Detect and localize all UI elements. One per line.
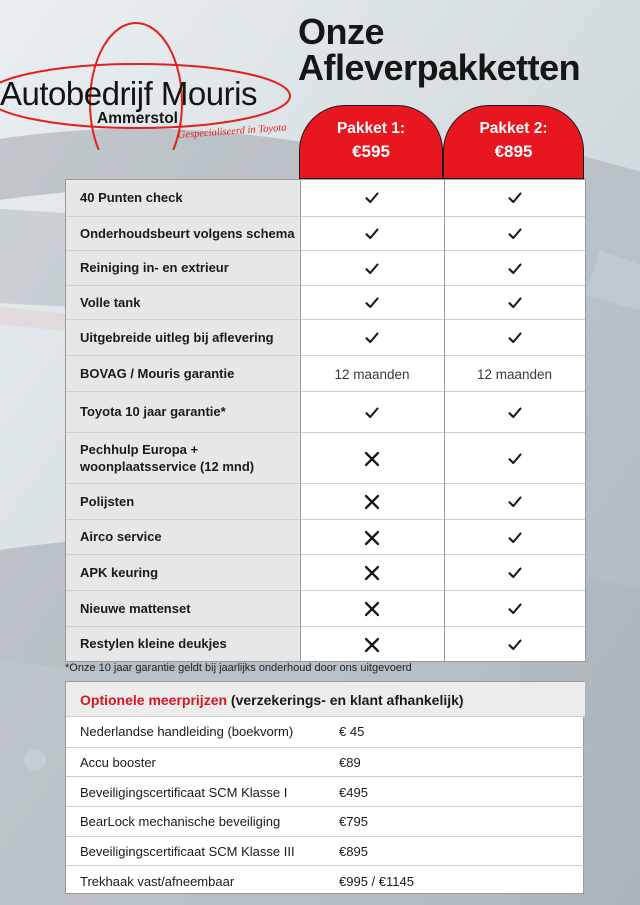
- svg-text:Autobedrijf Mouris: Autobedrijf Mouris: [0, 75, 257, 112]
- svg-text:Ammerstol: Ammerstol: [97, 110, 178, 127]
